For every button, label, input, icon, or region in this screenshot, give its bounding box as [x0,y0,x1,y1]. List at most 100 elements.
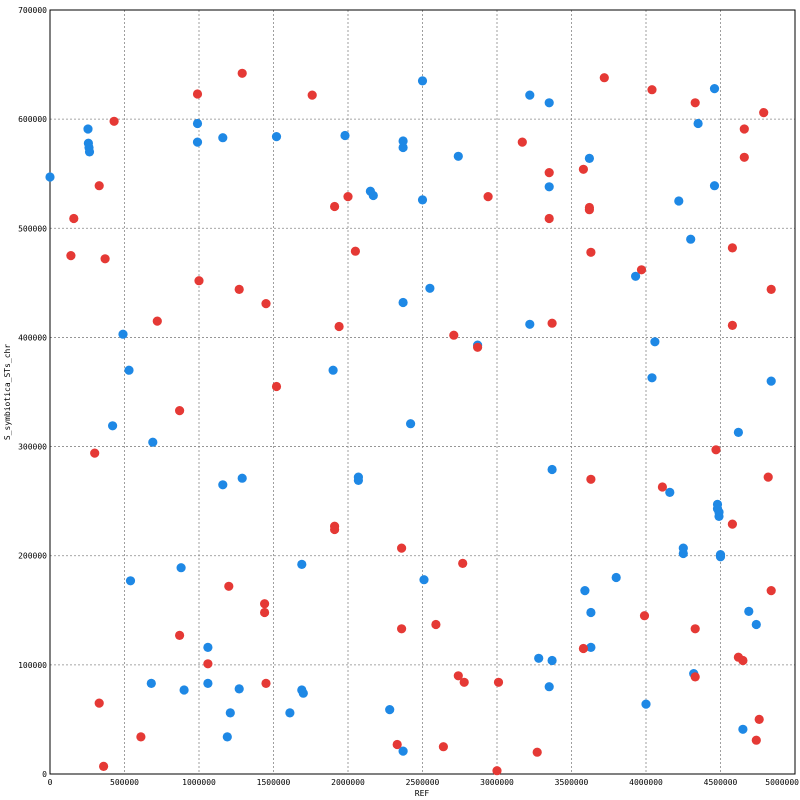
data-point [674,196,684,206]
data-point [260,607,270,618]
data-point [727,519,738,529]
y-tick-label: 600000 [18,115,47,124]
data-points [45,68,776,776]
y-tick-label: 200000 [18,552,47,561]
data-point [94,698,104,708]
data-point [398,142,408,153]
x-tick-label: 1000000 [182,778,216,787]
y-tick-label: 700000 [18,6,47,15]
data-point [639,611,650,621]
data-point [744,606,754,617]
data-point [631,271,641,281]
data-point [751,619,761,630]
x-tick-label: 2000000 [331,778,365,787]
data-point [458,558,468,569]
x-tick-label: 3000000 [480,778,514,787]
data-point [192,118,203,129]
data-point [285,708,295,718]
data-point [547,655,557,666]
data-point [733,427,744,437]
data-point [66,251,76,261]
data-point [340,130,350,141]
data-point [650,337,660,347]
data-point [686,234,696,244]
data-point [492,766,502,776]
data-point [759,108,769,118]
data-point [431,619,441,630]
data-point [406,419,416,429]
data-point [709,181,720,191]
data-point [636,265,647,275]
data-point [179,685,189,695]
data-point [398,746,408,756]
plot-frame [49,9,796,775]
data-point [738,724,748,734]
data-point [534,653,544,663]
data-point [586,474,596,484]
data-point [203,642,213,653]
x-tick-labels: 0 500000 1000000 1500000 2000000 2500000 30000… [48,778,800,787]
data-point [45,172,55,182]
data-point [94,181,104,191]
data-point [334,321,344,332]
data-point [392,739,402,750]
data-point [368,190,378,201]
data-point [483,192,493,202]
data-point [124,365,134,375]
data-point [225,708,235,718]
data-point [641,699,651,709]
data-point [578,643,589,654]
data-point [271,132,282,142]
y-tick-label: 400000 [18,333,47,342]
data-point [544,168,554,178]
data-point [766,586,776,596]
data-point [330,524,340,535]
data-point [690,672,700,682]
data-point [203,659,213,669]
data-point [175,406,185,416]
data-point [237,473,247,483]
data-point [417,195,428,205]
y-tick-label: 0 [42,770,47,779]
data-point [307,90,317,100]
x-tick-label: 1500000 [257,778,291,787]
data-point [176,563,186,573]
data-point [547,464,557,475]
data-point [727,320,738,330]
data-point [586,642,596,653]
y-tick-labels: 0 100000 200000 300000 400000 500000 600000 700… [18,6,47,779]
data-point [328,365,338,375]
x-tick-label: 2500000 [406,778,440,787]
data-point [222,732,232,742]
data-point [586,247,596,257]
data-point [739,152,749,162]
data-point [473,342,483,352]
data-point [398,136,408,146]
data-point [99,761,109,772]
data-point [297,559,307,570]
data-point [385,705,395,715]
data-point [90,448,100,458]
data-point [136,732,146,742]
data-point [271,381,282,392]
data-point [234,284,244,294]
data-point [544,213,554,224]
data-point [525,319,535,329]
data-point [766,284,776,294]
data-point [192,89,203,99]
data-point [584,205,595,215]
data-point [647,373,657,383]
data-point [459,677,469,687]
data-point [261,299,271,309]
data-point [260,599,270,609]
data-point [224,581,234,591]
data-point [69,213,79,224]
x-tick-label: 3500000 [555,778,589,787]
x-tick-label: 4500000 [704,778,738,787]
data-point [544,682,554,692]
x-tick-label: 500000 [110,778,139,787]
y-tick-label: 300000 [18,443,47,452]
x-tick-label: 5000000 [765,778,799,787]
data-point [152,316,162,326]
data-point [715,552,726,562]
